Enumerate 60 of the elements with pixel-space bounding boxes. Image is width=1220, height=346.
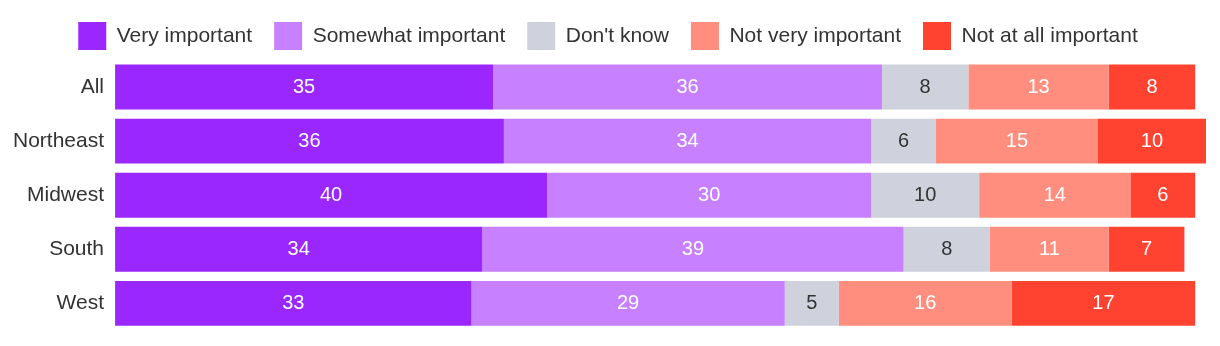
data-label: 36	[298, 128, 321, 151]
bar	[838, 280, 1012, 326]
bar	[547, 172, 872, 218]
data-label: 5	[806, 290, 818, 313]
data-label: 36	[676, 74, 699, 97]
data-label: 15	[1005, 128, 1029, 151]
bar	[1011, 280, 1196, 326]
y-tick-label: South	[49, 236, 105, 260]
data-label: 35	[292, 74, 316, 97]
bar	[115, 280, 472, 326]
bar	[482, 226, 904, 272]
data-label: 11	[1038, 236, 1060, 259]
data-label: 33	[282, 290, 305, 313]
bar	[935, 118, 1098, 164]
y-tick-label: All	[80, 73, 105, 97]
data-label: 16	[914, 290, 937, 313]
data-label: 30	[698, 182, 721, 205]
bar	[503, 118, 872, 164]
data-label: 6	[897, 128, 910, 151]
bar	[871, 118, 936, 164]
bar	[1097, 118, 1206, 164]
legend-label: Not very important	[729, 22, 902, 46]
data-label: 39	[681, 236, 705, 259]
data-label: 40	[319, 182, 343, 205]
bar	[115, 118, 504, 164]
data-label: 7	[1141, 236, 1153, 259]
data-label: 13	[1027, 74, 1050, 97]
bar	[115, 64, 494, 110]
bar	[115, 226, 483, 272]
bar	[979, 172, 1131, 218]
data-label: 10	[914, 182, 937, 205]
bar	[493, 64, 882, 110]
bar	[1108, 226, 1185, 272]
data-label: 8	[919, 74, 931, 97]
data-label: 8	[941, 236, 953, 259]
y-tick-label: Northeast	[13, 127, 105, 151]
bar	[1108, 64, 1196, 110]
bar	[115, 172, 548, 218]
bar	[784, 280, 839, 326]
data-label: 8	[1146, 74, 1158, 97]
data-label: 10	[1140, 128, 1164, 151]
bar	[903, 226, 990, 272]
data-label: 14	[1043, 182, 1066, 205]
bar	[1130, 172, 1196, 218]
bar	[989, 226, 1109, 272]
data-label: 17	[1092, 290, 1115, 313]
legend-label: Not at all important	[961, 22, 1138, 46]
bar	[471, 280, 785, 326]
y-tick-label: Midwest	[27, 182, 105, 205]
data-label: 34	[287, 236, 310, 259]
legend-label: Don't know	[565, 22, 670, 46]
data-label: 29	[616, 290, 640, 313]
bar	[968, 64, 1109, 110]
bar	[881, 64, 969, 110]
legend-label: Somewhat important	[312, 22, 506, 46]
bar	[871, 172, 980, 218]
data-label: 6	[1157, 182, 1169, 205]
y-tick-label: West	[56, 290, 105, 314]
legend-label: Very important	[116, 22, 253, 46]
data-label: 34	[676, 128, 699, 151]
